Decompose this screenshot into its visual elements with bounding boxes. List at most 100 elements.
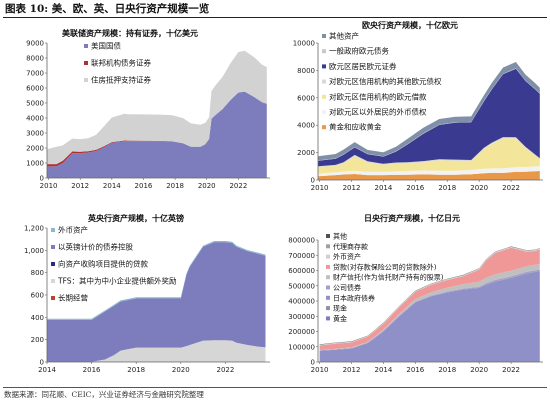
y-tick-label: 1000 [26, 160, 44, 168]
series-area-2 [47, 91, 267, 167]
legend-swatch [51, 262, 55, 266]
y-tick-label: 0 [40, 175, 44, 183]
legend-label: 财产信托(作为信托财产持有的股票) [333, 273, 444, 282]
x-tick-label: 2014 [38, 366, 56, 374]
x-tick-label: 2022 [502, 366, 520, 374]
chart-title: 日央行资产规模，十亿日元 [364, 213, 460, 223]
legend-swatch [326, 244, 330, 249]
legend-swatch [322, 94, 326, 99]
y-tick-label: 4000 [26, 115, 44, 123]
legend-swatch [322, 79, 326, 84]
y-tick-label: 1,200 [24, 225, 44, 233]
x-tick-label: 2016 [83, 366, 101, 374]
y-tick-label: 8000 [26, 55, 44, 63]
x-tick-label: 2010 [311, 184, 329, 192]
x-tick-label: 2020 [198, 182, 216, 190]
legend-swatch [322, 110, 326, 114]
chart-title: 英央行资产规模，十亿英镑 [87, 213, 184, 223]
legend-swatch [326, 275, 330, 280]
x-tick-label: 2018 [438, 366, 456, 374]
x-tick-label: 2018 [127, 366, 145, 374]
x-tick-label: 2018 [438, 184, 456, 192]
series-area-4 [318, 137, 540, 167]
x-tick-label: 2012 [71, 182, 89, 190]
x-tick-label: 2010 [40, 182, 58, 190]
legend-swatch [51, 245, 55, 249]
legend-label: 贷款(对存款保险公司的贷款除外) [333, 262, 437, 271]
legend-swatch [326, 316, 330, 321]
legend-label: 向资产收购项目提供的贷款 [58, 259, 148, 269]
x-tick-label: 2014 [375, 184, 393, 192]
y-tick-label: 6000 [26, 85, 44, 93]
y-tick-label: 2000 [26, 145, 44, 153]
x-tick-label: 2022 [216, 366, 234, 374]
legend-label: 其他资产 [329, 31, 359, 41]
series-area-2 [47, 340, 266, 362]
legend-label: TFS：其中为中小企业提供额外奖励 [57, 276, 177, 286]
series-area-3 [47, 50, 267, 165]
x-tick-label: 2020 [470, 184, 488, 192]
legend-label: 欧元区居民欧元证券 [329, 61, 397, 71]
chart-panel-1: 美联储资产规模：持有证券，十亿美元 0 1000 2000 3000 4000 5000 60… [26, 28, 270, 190]
series-area-6 [319, 247, 540, 351]
legend-swatch [322, 64, 326, 69]
y-tick-label: 800000 [288, 237, 315, 245]
legend-label: 对欧元区信用机构的其他欧元债权 [329, 76, 442, 86]
legend-label: 日本政府债券 [333, 293, 375, 302]
legend-swatch [84, 78, 88, 82]
series-area-5 [319, 264, 540, 351]
chart-panel-4: 日央行资产规模，十亿日元 0 100000 200000 300000 400000 500… [288, 213, 543, 374]
x-tick-label: 2014 [103, 182, 121, 190]
legend-swatch [84, 44, 88, 48]
series-area-1 [318, 171, 540, 180]
legend-swatch [51, 228, 55, 232]
legend-swatch [326, 285, 330, 290]
y-tick-label: 9000 [26, 40, 44, 48]
legend-label: 对欧元区信用机构的欧元借款 [329, 91, 427, 101]
chart-title: 欧央行资产规模，十亿欧元 [362, 20, 458, 30]
y-tick-label: 4000 [297, 122, 315, 130]
y-tick-label: 7000 [26, 70, 44, 78]
x-tick-label: 2022 [502, 184, 520, 192]
series-area-3 [318, 138, 540, 174]
legend-swatch [51, 296, 55, 300]
figure-title-bar: 图表 10: 美、欧、英、日央行资产规模一览 [3, 0, 547, 18]
x-tick-label: 2018 [166, 182, 184, 190]
legend-label: 其他 [333, 232, 347, 241]
y-tick-label: 600 [31, 292, 44, 300]
series-area-5 [318, 68, 540, 167]
legend-label: 一般政府欧元债务 [329, 46, 389, 56]
y-tick-label: 100000 [288, 343, 315, 351]
legend-label: 黄金和应收黄金 [329, 122, 382, 132]
x-tick-label: 2016 [135, 182, 153, 190]
legend-swatch [326, 234, 330, 238]
x-tick-label: 2016 [406, 366, 424, 374]
legend-label: 对欧元区以外居民的外币债权 [329, 107, 427, 117]
y-tick-label: 200 [31, 336, 44, 344]
series-area-3 [319, 271, 540, 362]
y-tick-label: 500000 [288, 282, 315, 290]
y-tick-label: 8000 [297, 67, 315, 75]
series-area-2 [318, 166, 540, 177]
x-tick-label: 2010 [311, 366, 329, 374]
y-tick-label: 300000 [288, 313, 315, 321]
y-tick-label: 0 [40, 359, 44, 367]
x-tick-label: 2016 [406, 184, 424, 192]
divider [3, 387, 547, 388]
y-tick-label: 0 [311, 359, 315, 367]
y-tick-label: 400 [31, 314, 44, 322]
legend-label: 黄金 [333, 314, 347, 323]
legend-label: 以英镑计价的债券控股 [58, 242, 133, 252]
y-tick-label: 800 [31, 269, 44, 277]
y-tick-label: 3000 [26, 130, 44, 138]
chart-title: 美联储资产规模：持有证券，十亿美元 [62, 28, 198, 38]
y-tick-label: 0 [311, 177, 315, 185]
legend-label: 住房抵押支持证券 [91, 75, 151, 85]
source-note: 数据来源：同花顺、CEIC，兴业证券经济与金融研究院整理 [4, 390, 204, 399]
y-tick-label: 400000 [288, 298, 315, 306]
y-tick-label: 700000 [288, 252, 315, 260]
y-tick-label: 1,000 [24, 247, 44, 255]
x-tick-label: 2014 [375, 366, 393, 374]
legend-label: 长期经营 [58, 293, 88, 303]
